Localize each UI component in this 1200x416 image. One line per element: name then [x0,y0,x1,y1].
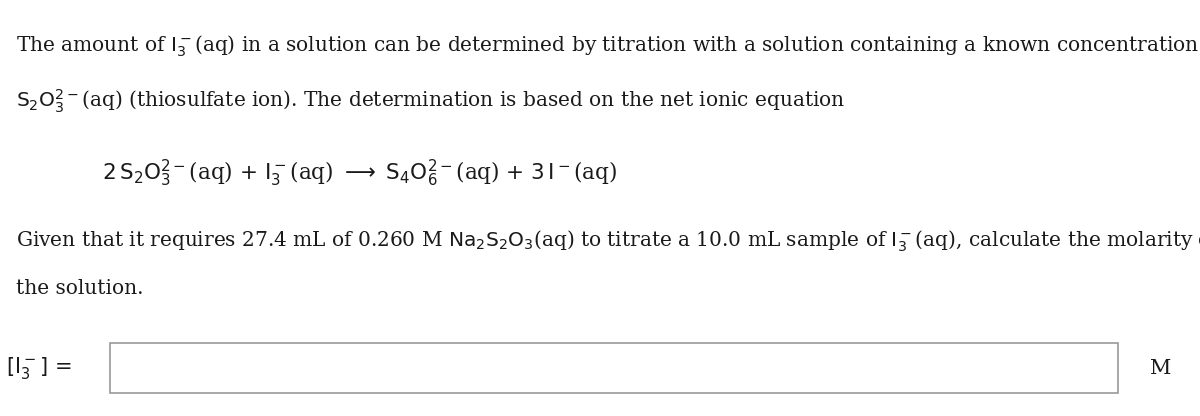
Text: $2\,\mathrm{S_2O_3^{2-}}$(aq) $+$ $\mathrm{I_3^-}$(aq) $\longrightarrow$ $\mathr: $2\,\mathrm{S_2O_3^{2-}}$(aq) $+$ $\math… [102,158,617,189]
Text: Given that it requires 27.4 mL of 0.260 M $\mathrm{Na_2S_2O_3}$(aq) to titrate a: Given that it requires 27.4 mL of 0.260 … [16,229,1200,254]
Text: The amount of $\mathrm{I_3^-}$(aq) in a solution can be determined by titration : The amount of $\mathrm{I_3^-}$(aq) in a … [16,33,1200,59]
Text: $[\mathrm{I_3^-}]\,=$: $[\mathrm{I_3^-}]\,=$ [6,355,72,381]
Text: $\mathrm{S_2O_3^{2-}}$(aq) (thiosulfate ion). The determination is based on the : $\mathrm{S_2O_3^{2-}}$(aq) (thiosulfate … [16,87,845,115]
Text: M: M [1150,359,1171,378]
Text: the solution.: the solution. [16,279,143,298]
FancyBboxPatch shape [110,343,1118,393]
